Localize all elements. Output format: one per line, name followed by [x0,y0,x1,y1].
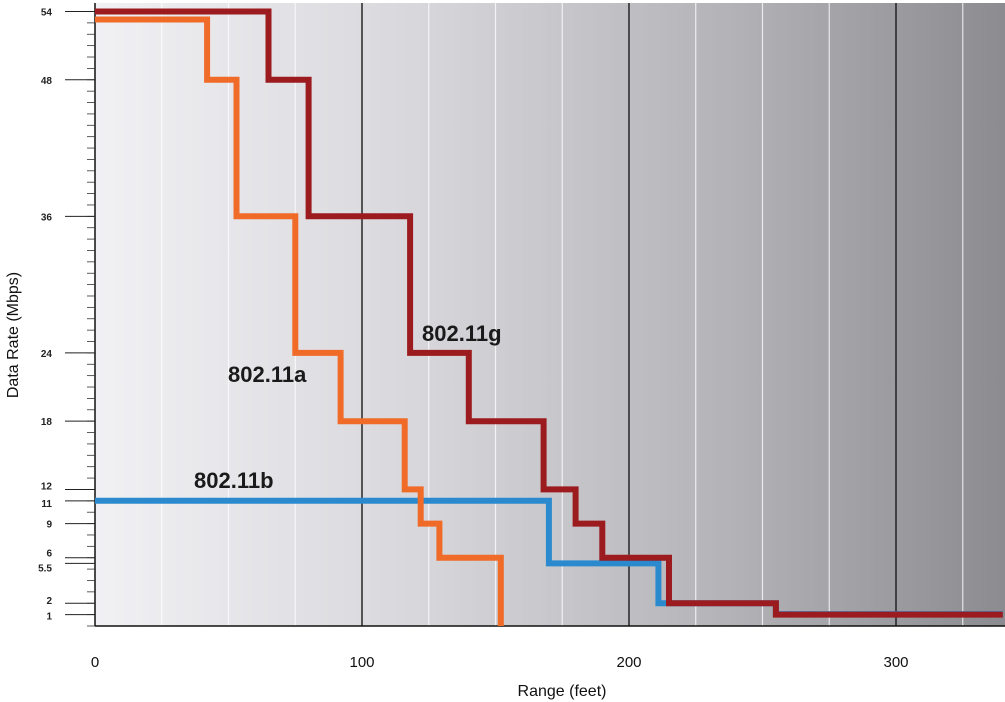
x-axis-title: Range (feet) [518,683,607,700]
series-line-802-11g [95,8,1003,618]
y-tick-label: 1 [46,612,52,623]
labels: 802.11g 802.11a 802.11b [194,321,502,493]
series-label-802-11a: 802.11a [228,362,307,387]
y-tick-label: 9 [46,520,52,531]
y-tick-label: 24 [41,349,53,360]
series-line-802-11a [95,16,504,626]
x-tick-label: 300 [883,654,908,671]
series-label-802-11g: 802.11g [422,321,502,346]
series-label-802-11b: 802.11b [194,468,274,493]
x-tick-label: 100 [349,654,374,671]
y-tick-label: 36 [41,212,53,223]
y-tick-label: 11 [41,499,52,510]
x-tick-label: 200 [616,654,641,671]
y-tick-label: 18 [41,417,53,428]
y-tick-label: 6 [46,549,52,560]
x-tick-label: 0 [91,654,99,671]
y-tick-label: 5.5 [38,563,52,574]
y-tick-label: 12 [41,481,53,492]
y-axis-title: Data Rate (Mbps) [5,272,22,398]
series [95,8,1003,626]
y-tick-label: 2 [46,596,52,607]
y-tick-label: 48 [41,76,53,87]
y-tick-label: 54 [41,8,53,19]
